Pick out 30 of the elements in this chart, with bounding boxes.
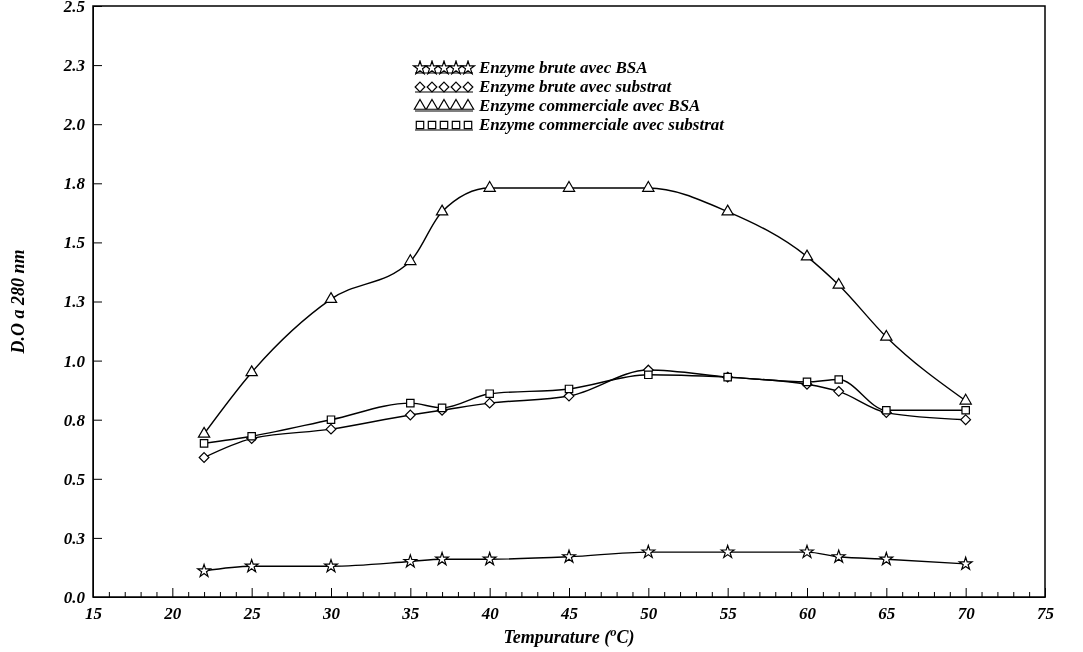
y-tick-label: 2.0 [62, 115, 86, 135]
y-tick-label: 1.8 [63, 174, 86, 194]
y-tick-label: 0.8 [63, 410, 86, 430]
legend-label: Enzyme brute avec BSA [478, 58, 648, 77]
x-tick-label: 60 [799, 604, 817, 624]
y-tick-label: 0.3 [63, 528, 86, 548]
y-tick-label: 1.3 [63, 292, 86, 312]
x-tick-label: 35 [401, 604, 420, 624]
legend-label: Enzyme commerciale avec substrat [478, 115, 726, 134]
y-axis-title: D.O a 280 nm [8, 249, 28, 355]
x-tick-label: 30 [322, 604, 341, 624]
x-tick-label: 50 [640, 604, 658, 624]
y-tick-label: 2.3 [62, 56, 86, 76]
y-tick-label: 2.5 [62, 0, 86, 16]
x-tick-label: 45 [560, 604, 579, 624]
x-tick-label: 15 [85, 604, 103, 624]
x-tick-label: 25 [242, 604, 262, 624]
y-tick-label: 0.5 [63, 469, 86, 489]
x-tick-label: 20 [163, 604, 182, 624]
x-tick-label: 70 [957, 604, 976, 624]
y-tick-label: 1.0 [63, 351, 86, 371]
y-tick-label: 0.0 [63, 587, 86, 607]
x-tick-label: 40 [480, 604, 500, 624]
legend-label: Enzyme brute avec substrat [478, 77, 673, 96]
x-axis-title: Tempurature ($^{o}$C) [503, 625, 635, 648]
legend-label: Enzyme commerciale avec BSA [478, 96, 701, 115]
x-tick-label: 65 [878, 604, 896, 624]
x-tick-label: 75 [1037, 604, 1055, 624]
x-tick-label: 55 [719, 604, 738, 624]
y-tick-label: 1.5 [63, 233, 86, 253]
